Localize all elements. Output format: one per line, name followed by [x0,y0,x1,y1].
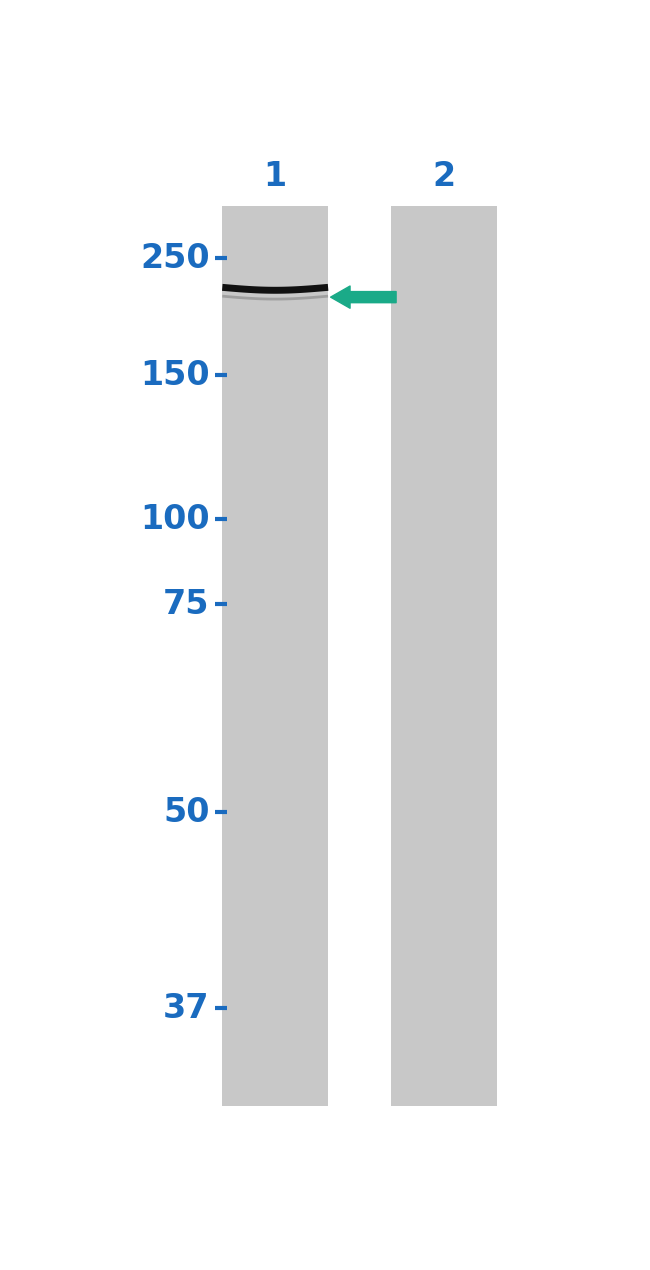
Text: 100: 100 [140,503,210,536]
Bar [391,206,497,1106]
Text: 250: 250 [140,241,210,274]
Text: 37: 37 [163,992,210,1025]
Text: 75: 75 [163,588,210,621]
Bar [222,206,328,1106]
Text: 1: 1 [264,160,287,193]
Text: 150: 150 [140,359,210,392]
Text: 50: 50 [163,796,210,829]
Text: 2: 2 [432,160,456,193]
